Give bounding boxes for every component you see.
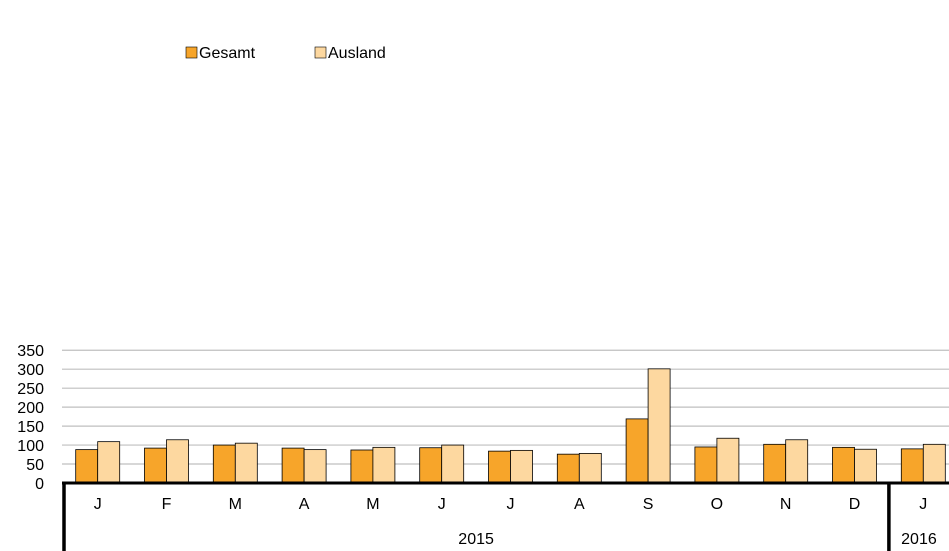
bar-ausland [578,453,602,484]
bar-gesamt [694,446,718,484]
bar-gesamt [281,447,305,484]
legend: Gesamt Ausland [185,45,386,62]
bar-ausland [716,437,740,484]
bar-ausland [647,368,671,484]
x-tick-label: S [643,496,654,513]
y-tick-label: 50 [26,457,44,474]
bar-gesamt [350,449,374,484]
legend-item-gesamt: Gesamt [185,45,256,62]
bar-ausland [785,439,809,484]
bar-gesamt [144,447,167,484]
bar-ausland [166,439,189,484]
x-tick-label: N [780,496,792,513]
y-tick-label: 200 [17,400,44,417]
y-axis-ticks: 0 50 100 150 200 250 300 350 [17,343,44,493]
legend-swatch-gesamt [185,46,198,59]
bar-ausland [441,444,465,484]
bar-ausland [97,441,121,484]
bar-ausland [922,443,946,484]
x-tick-label: D [849,496,861,513]
x-tick-label: M [229,496,242,513]
bar-gesamt [419,447,443,484]
y-tick-label: 150 [17,419,44,436]
bar-gesamt [488,450,511,484]
x-tick-label: J [507,496,515,513]
bars [75,368,946,484]
gridlines [62,349,949,465]
bar-ausland [372,446,396,484]
bar-gesamt [763,443,787,484]
x-group-label: 2015 [458,531,494,548]
bar-ausland [303,449,327,484]
bar-gesamt [75,449,99,484]
x-tick-label: J [919,496,927,513]
bar-gesamt [900,448,924,484]
x-tick-label: O [711,496,723,513]
x-tick-label: F [162,496,172,513]
bar-gesamt [212,444,236,484]
x-tick-label: A [574,496,585,513]
y-tick-label: 250 [17,381,44,398]
bar-ausland [510,449,533,484]
x-tick-label: J [94,496,102,513]
legend-label-ausland: Ausland [328,45,386,62]
bar-gesamt [556,453,580,484]
legend-label-gesamt: Gesamt [199,45,256,62]
legend-swatch-ausland [314,46,327,59]
bar-ausland [234,442,258,484]
x-tick-label: M [366,496,379,513]
bar-gesamt [832,446,855,484]
y-tick-label: 300 [17,362,44,379]
y-tick-label: 100 [17,438,44,455]
legend-item-ausland: Ausland [314,45,386,62]
x-axis: J F M A M J J A S O N D J 2015 2016 [62,481,949,551]
y-tick-label: 0 [35,476,44,493]
bar-gesamt [625,418,649,484]
x-group-label: 2016 [901,531,937,548]
y-tick-label: 350 [17,343,44,360]
x-tick-label: J [438,496,446,513]
x-tick-label: A [299,496,310,513]
bar-ausland [854,448,877,484]
